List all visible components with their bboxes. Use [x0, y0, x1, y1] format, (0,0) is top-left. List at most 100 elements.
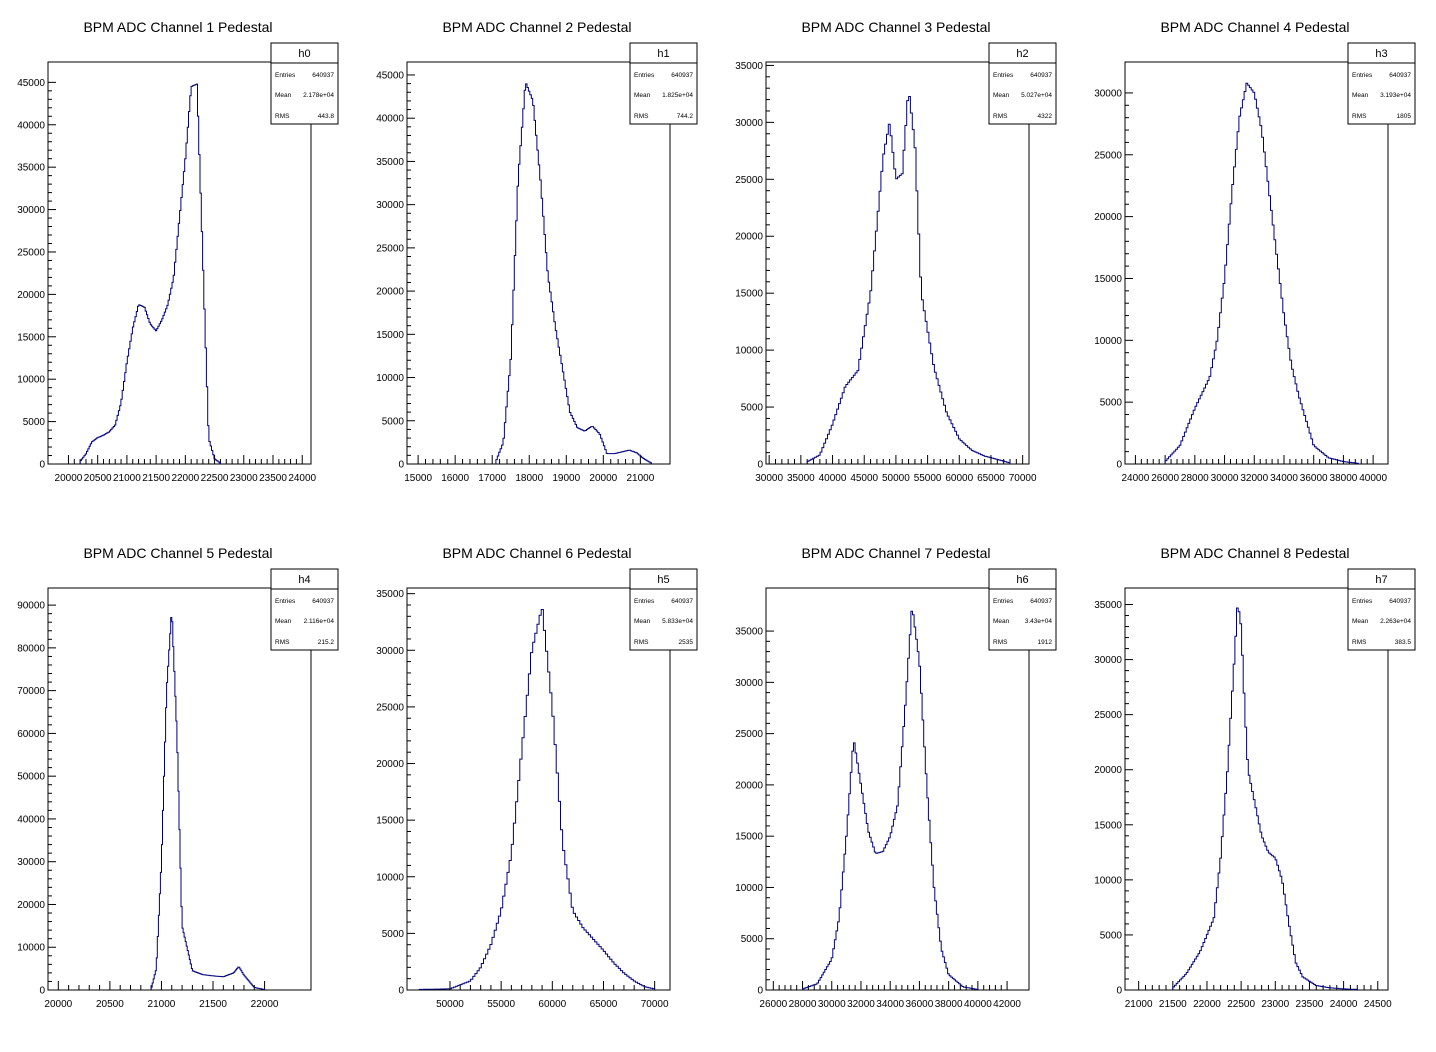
y-tick-label: 35000: [376, 157, 404, 168]
stats-mean-value: 1.825e+04: [662, 92, 693, 99]
y-tick-label: 15000: [376, 330, 404, 341]
stats-rms-value: 383.5: [1395, 639, 1412, 646]
y-tick-label: 80000: [17, 643, 45, 654]
plot-frame: [406, 61, 671, 465]
y-tick-label: 30000: [1094, 88, 1122, 99]
stats-mean-label: Mean: [275, 92, 292, 99]
histogram-panel-1: BPM ADC Channel 1 Pedestal 0 5000 10000 1500…: [17, 19, 339, 484]
y-tick-label: 10000: [376, 872, 404, 883]
stats-histogram-name: h2: [1016, 48, 1028, 60]
stats-entries-label: Entries: [275, 598, 296, 605]
x-tick-label: 28000: [1181, 473, 1209, 484]
stats-entries-label: Entries: [634, 72, 655, 79]
y-tick-label: 25000: [735, 729, 763, 740]
x-tick-label: 20500: [84, 473, 112, 484]
stats-rms-value: 215.2: [318, 639, 335, 646]
y-tick-label: 5000: [1100, 398, 1123, 409]
x-tick-label: 26000: [1151, 473, 1179, 484]
y-tick-label: 30000: [735, 678, 763, 689]
panel-title: BPM ADC Channel 1 Pedestal: [83, 19, 272, 35]
y-tick-label: 15000: [735, 832, 763, 843]
x-tick-label: 30000: [818, 999, 846, 1010]
x-tick-label: 55000: [487, 999, 515, 1010]
stats-mean-value: 3.43e+04: [1025, 618, 1053, 625]
x-tick-label: 36000: [1300, 473, 1328, 484]
plot-frame: [765, 61, 1030, 465]
x-tick-label: 70000: [641, 999, 669, 1010]
stats-rms-label: RMS: [1352, 113, 1367, 120]
y-tick-label: 20000: [1094, 765, 1122, 776]
stats-entries-value: 640937: [671, 598, 693, 605]
y-tick-label: 0: [398, 986, 404, 997]
y-tick-label: 0: [757, 460, 763, 471]
y-tick-label: 25000: [376, 243, 404, 254]
stats-mean-label: Mean: [993, 92, 1010, 99]
stats-entries-label: Entries: [1352, 72, 1373, 79]
stats-rms-value: 4322: [1038, 113, 1053, 120]
plot-frame: [47, 587, 312, 991]
stats-histogram-name: h3: [1375, 48, 1387, 60]
y-tick-label: 90000: [17, 601, 45, 612]
y-tick-label: 10000: [17, 375, 45, 386]
panel-title: BPM ADC Channel 7 Pedestal: [801, 545, 990, 561]
stats-entries-label: Entries: [1352, 598, 1373, 605]
y-tick-label: 15000: [376, 816, 404, 827]
stats-box: h3 Entries 640937 Mean 3.193e+04 RMS 1805: [1347, 42, 1416, 125]
x-tick-label: 65000: [590, 999, 618, 1010]
stats-box: h1 Entries 640937 Mean 1.825e+04 RMS 744.2: [629, 42, 698, 125]
stats-histogram-name: h6: [1016, 574, 1028, 586]
x-tick-label: 20000: [589, 473, 617, 484]
y-tick-label: 0: [1116, 460, 1122, 471]
x-tick-label: 34000: [1270, 473, 1298, 484]
y-tick-label: 30000: [376, 646, 404, 657]
stats-entries-label: Entries: [634, 598, 655, 605]
stats-box: h6 Entries 640937 Mean 3.43e+04 RMS 1912: [988, 568, 1057, 651]
stats-mean-value: 3.193e+04: [1380, 92, 1411, 99]
x-tick-label: 35000: [787, 473, 815, 484]
stats-entries-label: Entries: [993, 72, 1014, 79]
stats-rms-value: 1805: [1397, 113, 1412, 120]
histogram-series: [1164, 82, 1359, 464]
stats-mean-value: 2.178e+04: [303, 92, 334, 99]
x-tick-label: 45000: [850, 473, 878, 484]
x-tick-label: 15000: [404, 473, 432, 484]
x-tick-label: 20000: [44, 999, 72, 1010]
x-tick-label: 40000: [819, 473, 847, 484]
y-tick-label: 20000: [1094, 212, 1122, 223]
y-tick-label: 30000: [376, 200, 404, 211]
histogram-series: [79, 83, 221, 464]
y-tick-label: 10000: [735, 883, 763, 894]
y-tick-label: 0: [1116, 986, 1122, 997]
panel-title: BPM ADC Channel 4 Pedestal: [1160, 19, 1349, 35]
y-tick-label: 25000: [376, 702, 404, 713]
y-tick-label: 70000: [17, 686, 45, 697]
x-tick-label: 21500: [1159, 999, 1187, 1010]
stats-rms-label: RMS: [275, 639, 290, 646]
y-tick-label: 5000: [741, 403, 764, 414]
stats-box: h5 Entries 640937 Mean 5.833e+04 RMS 2535: [629, 568, 698, 651]
x-tick-label: 28000: [789, 999, 817, 1010]
x-tick-label: 21500: [142, 473, 170, 484]
x-tick-label: 20500: [96, 999, 124, 1010]
stats-box-frame: [629, 568, 698, 651]
stats-rms-label: RMS: [634, 113, 649, 120]
y-tick-label: 30000: [735, 118, 763, 129]
y-tick-label: 15000: [17, 332, 45, 343]
x-tick-label: 21000: [113, 473, 141, 484]
stats-box-frame: [270, 42, 339, 125]
y-tick-label: 35000: [376, 589, 404, 600]
x-tick-label: 40000: [964, 999, 992, 1010]
plot-frame: [1124, 587, 1389, 991]
histogram-panel-7: BPM ADC Channel 7 Pedestal 0 5000 10000 1500…: [735, 545, 1057, 1010]
x-tick-label: 36000: [906, 999, 934, 1010]
stats-mean-value: 5.833e+04: [662, 618, 693, 625]
y-tick-label: 40000: [376, 114, 404, 125]
stats-entries-label: Entries: [993, 598, 1014, 605]
y-tick-label: 30000: [1094, 655, 1122, 666]
x-tick-label: 22000: [1193, 999, 1221, 1010]
y-tick-label: 60000: [17, 729, 45, 740]
y-tick-label: 10000: [1094, 336, 1122, 347]
x-tick-label: 24000: [288, 473, 316, 484]
y-tick-label: 40000: [17, 814, 45, 825]
stats-rms-label: RMS: [993, 113, 1008, 120]
